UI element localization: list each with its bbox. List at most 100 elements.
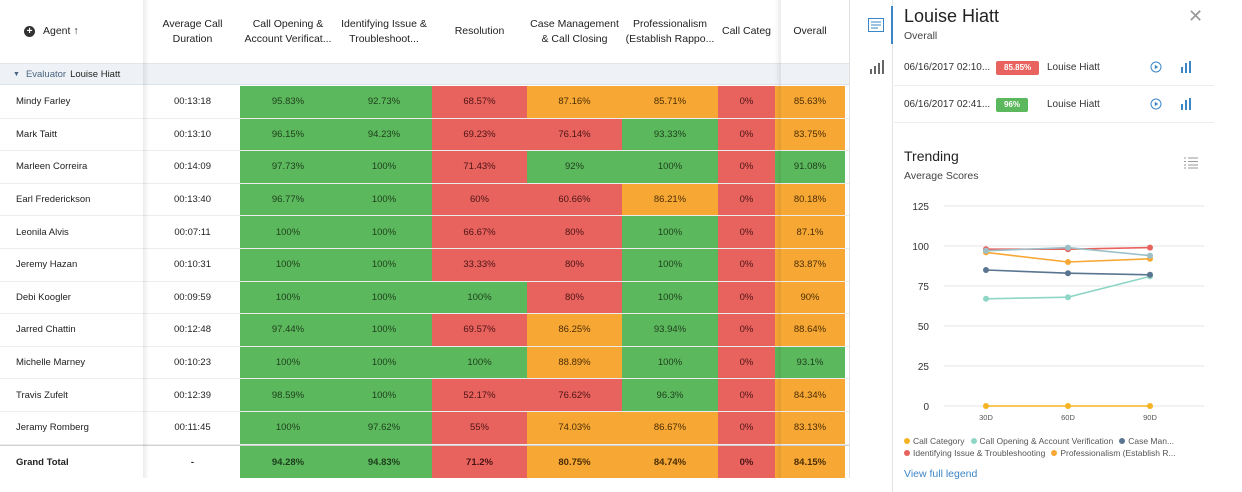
score-cell[interactable]: 80.75%: [527, 445, 622, 478]
evaluation-item[interactable]: 06/16/2017 02:10... 85.85% Louise Hiatt: [894, 50, 1214, 86]
score-cell[interactable]: 100%: [336, 248, 432, 281]
score-cell[interactable]: 85.71%: [622, 86, 718, 118]
score-cell[interactable]: 83.87%: [775, 248, 845, 281]
score-cell[interactable]: 100%: [336, 151, 432, 183]
score-cell[interactable]: 83.75%: [775, 118, 845, 151]
column-header[interactable]: Resolution: [432, 0, 527, 63]
score-cell[interactable]: 88.64%: [775, 314, 845, 346]
score-cell[interactable]: 0%: [718, 216, 775, 248]
table-row[interactable]: Earl Frederickson 00:13:40 96.77% 100% 60% 60…: [0, 183, 849, 217]
collapse-triangle-icon[interactable]: ▼: [13, 70, 20, 78]
score-cell[interactable]: 93.94%: [622, 314, 718, 346]
score-cell[interactable]: 60%: [432, 183, 527, 216]
table-row[interactable]: Mindy Farley 00:13:18 95.83% 92.73% 68.57% 87…: [0, 86, 849, 119]
score-cell[interactable]: 0%: [718, 183, 775, 216]
score-cell[interactable]: 100%: [432, 346, 527, 379]
score-cell[interactable]: 52.17%: [432, 379, 527, 411]
table-row[interactable]: Debi Koogler 00:09:59 100% 100% 100% 80% 100% 0…: [0, 281, 849, 315]
list-icon[interactable]: [1184, 156, 1198, 174]
legend-item[interactable]: Call Opening & Account Verification: [970, 436, 1113, 446]
score-cell[interactable]: 0%: [718, 314, 775, 346]
score-cell[interactable]: 100%: [336, 216, 432, 248]
score-cell[interactable]: 60.66%: [527, 183, 622, 216]
score-cell[interactable]: 92%: [527, 151, 622, 183]
column-header[interactable]: Overall: [775, 0, 845, 63]
legend-item[interactable]: Case Man...: [1119, 436, 1174, 446]
bar-chart-icon[interactable]: [1180, 98, 1192, 113]
score-cell[interactable]: 97.44%: [240, 314, 336, 346]
score-cell[interactable]: 100%: [336, 281, 432, 314]
score-cell[interactable]: 100%: [432, 281, 527, 314]
score-cell[interactable]: 100%: [622, 281, 718, 314]
column-header[interactable]: Identifying Issue & Troubleshoot...: [336, 0, 432, 63]
scorecard-view-icon[interactable]: [861, 6, 893, 44]
score-cell[interactable]: 76.14%: [527, 118, 622, 151]
score-cell[interactable]: 0%: [718, 151, 775, 183]
score-cell[interactable]: 87.16%: [527, 86, 622, 118]
score-cell[interactable]: 87.1%: [775, 216, 845, 248]
score-cell[interactable]: 100%: [622, 151, 718, 183]
score-cell[interactable]: 97.73%: [240, 151, 336, 183]
score-cell[interactable]: 100%: [336, 346, 432, 379]
score-cell[interactable]: 100%: [622, 346, 718, 379]
score-cell[interactable]: 93.1%: [775, 346, 845, 379]
score-cell[interactable]: 90%: [775, 281, 845, 314]
score-cell[interactable]: 0%: [718, 248, 775, 281]
score-cell[interactable]: 100%: [622, 216, 718, 248]
score-cell[interactable]: 84.74%: [622, 445, 718, 478]
table-row[interactable]: Travis Zufelt 00:12:39 98.59% 100% 52.17% 76.…: [0, 379, 849, 412]
score-cell[interactable]: 74.03%: [527, 411, 622, 444]
column-header[interactable]: Call Opening & Account Verificat...: [240, 0, 336, 63]
column-header[interactable]: Case Management & Call Closing: [527, 0, 622, 63]
evaluation-item[interactable]: 06/16/2017 02:41... 96% Louise Hiatt: [894, 87, 1214, 123]
score-cell[interactable]: 80%: [527, 216, 622, 248]
score-cell[interactable]: 98.59%: [240, 379, 336, 411]
score-cell[interactable]: 0%: [718, 86, 775, 118]
table-row[interactable]: Marleen Correira 00:14:09 97.73% 100% 71.43%…: [0, 151, 849, 184]
legend-item[interactable]: Identifying Issue & Troubleshooting: [904, 448, 1045, 458]
score-cell[interactable]: 0%: [718, 346, 775, 379]
score-cell[interactable]: 94.23%: [336, 118, 432, 151]
score-cell[interactable]: 0%: [718, 411, 775, 444]
score-cell[interactable]: 86.21%: [622, 183, 718, 216]
table-row[interactable]: Jeremy Hazan 00:10:31 100% 100% 33.33% 80% 100…: [0, 248, 849, 282]
score-cell[interactable]: 85.63%: [775, 86, 845, 118]
score-cell[interactable]: 86.67%: [622, 411, 718, 444]
score-cell[interactable]: 0%: [718, 379, 775, 411]
score-cell[interactable]: 33.33%: [432, 248, 527, 281]
score-cell[interactable]: 97.62%: [336, 411, 432, 444]
score-cell[interactable]: 71.43%: [432, 151, 527, 183]
analytics-view-icon[interactable]: [861, 48, 893, 86]
score-cell[interactable]: 100%: [240, 216, 336, 248]
score-cell[interactable]: 80%: [527, 248, 622, 281]
table-row[interactable]: Jarred Chattin 00:12:48 97.44% 100% 69.57% 86…: [0, 314, 849, 347]
score-cell[interactable]: 76.62%: [527, 379, 622, 411]
play-icon[interactable]: [1150, 61, 1162, 76]
table-row[interactable]: Michelle Marney 00:10:23 100% 100% 100% 88.89…: [0, 346, 849, 380]
column-header[interactable]: + Agent ↑: [0, 0, 145, 63]
score-cell[interactable]: 55%: [432, 411, 527, 444]
legend-item[interactable]: Professionalism (Establish R...: [1051, 448, 1176, 458]
score-cell[interactable]: 100%: [240, 248, 336, 281]
view-full-legend-link[interactable]: View full legend: [904, 468, 978, 480]
score-cell[interactable]: 0%: [718, 445, 775, 478]
score-cell[interactable]: 84.15%: [775, 445, 845, 478]
score-cell[interactable]: 69.23%: [432, 118, 527, 151]
score-cell[interactable]: 80.18%: [775, 183, 845, 216]
score-cell[interactable]: 91.08%: [775, 151, 845, 183]
score-cell[interactable]: 96.77%: [240, 183, 336, 216]
table-row[interactable]: Leonila Alvis 00:07:11 100% 100% 66.67% 80% 10…: [0, 216, 849, 249]
score-cell[interactable]: 88.89%: [527, 346, 622, 379]
score-cell[interactable]: 96.15%: [240, 118, 336, 151]
score-cell[interactable]: 100%: [240, 346, 336, 379]
score-cell[interactable]: 83.13%: [775, 411, 845, 444]
score-cell[interactable]: 92.73%: [336, 86, 432, 118]
score-cell[interactable]: 0%: [718, 281, 775, 314]
close-icon[interactable]: ✕: [1188, 6, 1204, 26]
table-row[interactable]: Jeramy Romberg 00:11:45 100% 97.62% 55% 74.03…: [0, 411, 849, 445]
score-cell[interactable]: 96.3%: [622, 379, 718, 411]
grand-total-row[interactable]: Grand Total - 94.28% 94.83% 71.2% 80.75% 84.74…: [0, 444, 849, 478]
score-cell[interactable]: 100%: [336, 183, 432, 216]
score-cell[interactable]: 80%: [527, 281, 622, 314]
score-cell[interactable]: 93.33%: [622, 118, 718, 151]
